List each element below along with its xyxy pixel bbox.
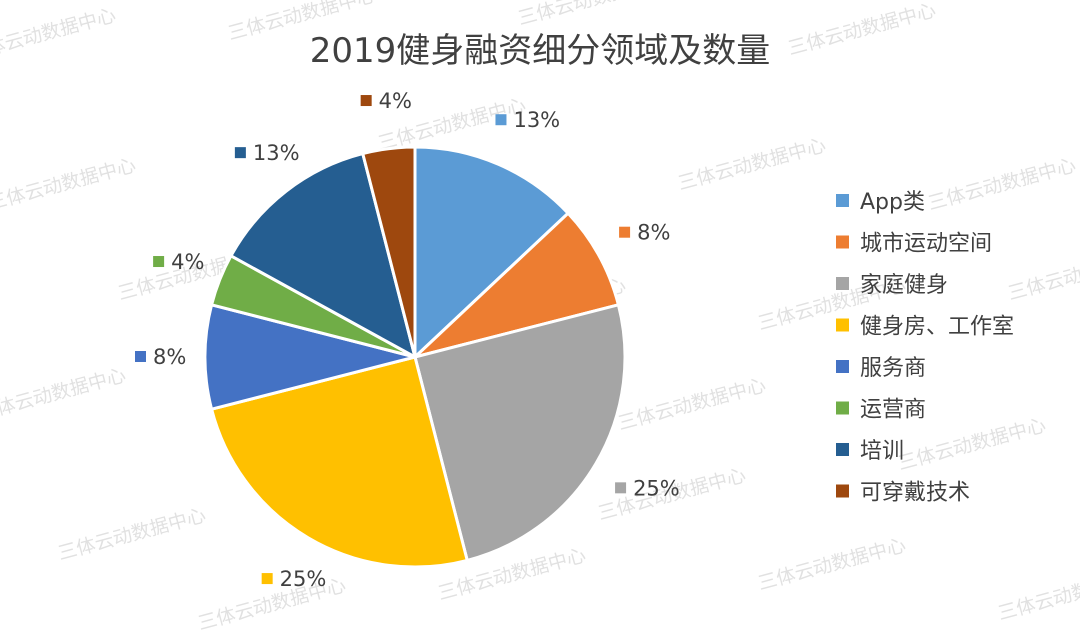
legend-swatch: [836, 401, 849, 415]
watermark-text: 三体云动数据中心: [756, 534, 909, 595]
chart-title: 2019健身融资细分领域及数量: [310, 31, 771, 71]
pie-label-text: 8%: [153, 345, 186, 369]
legend-item: 健身房、工作室: [836, 315, 1014, 340]
watermark-text: 三体云动数据中心: [996, 564, 1080, 625]
legend-swatch: [836, 194, 849, 207]
pie-label-text: 4%: [171, 250, 204, 274]
pie-label-text: 13%: [513, 108, 560, 132]
legend-item: 城市运动空间: [836, 232, 992, 257]
label-swatch: [615, 482, 627, 494]
pie-slice: [413, 145, 571, 361]
pie-data-labels: 13% 8% 25% 25% 8% 4% 13% 4%: [135, 89, 680, 591]
pie-slice: [203, 302, 416, 412]
pie-label-text: 25%: [633, 476, 680, 500]
watermark-text: 三体云动数据中心: [616, 374, 769, 435]
pie-label-text: 4%: [379, 89, 412, 113]
pie-slice: [413, 211, 621, 359]
pie-label-text: 13%: [253, 141, 300, 165]
legend-item: App类: [836, 190, 925, 215]
watermark-text: 三体云动数据中心: [516, 0, 669, 30]
legend-item: 可穿戴技术: [836, 481, 970, 506]
label-swatch: [153, 256, 165, 268]
legend-swatch: [836, 235, 849, 249]
pie-data-label: 13%: [495, 108, 560, 132]
pie-label-text: 25%: [280, 567, 327, 591]
pie-data-label: 13%: [234, 141, 300, 165]
pie-slice: [228, 151, 418, 360]
legend-item: 家庭健身: [836, 273, 948, 298]
legend-label: 可穿戴技术: [860, 481, 970, 506]
legend-item: 运营商: [836, 398, 926, 423]
label-swatch: [234, 147, 246, 159]
legend-swatch: [836, 360, 849, 373]
pie-slices: [203, 145, 627, 569]
watermark-text: 三体云动数据中心: [676, 134, 829, 195]
legend-label: App类: [860, 190, 925, 215]
label-swatch: [619, 226, 631, 238]
label-swatch: [360, 95, 372, 107]
legend-item: 培训: [836, 439, 904, 464]
legend-swatch: [836, 318, 849, 332]
pie-slice: [360, 145, 417, 358]
legend-swatch: [836, 484, 849, 498]
pie-data-label: 8%: [619, 221, 670, 245]
watermark-text: 三体云动数据中心: [0, 364, 128, 425]
watermark-text: 三体云动数据中心: [786, 0, 939, 60]
watermark-text: 三体云动数据中心: [896, 414, 1049, 475]
pie-data-label: 8%: [135, 345, 186, 369]
watermark-text: 三体云动数据中心: [926, 154, 1079, 215]
label-swatch: [261, 573, 273, 585]
legend-label: 城市运动空间: [860, 232, 992, 257]
legend-swatch: [836, 277, 849, 290]
pie-slice: [413, 302, 627, 563]
pie-data-label: 4%: [360, 89, 412, 113]
watermark-text: 三体云动数据中心: [0, 4, 118, 65]
legend-label: 运营商: [860, 398, 926, 423]
label-swatch: [135, 351, 146, 362]
pie-label-text: 8%: [637, 221, 670, 245]
legend-item: 服务商: [836, 356, 926, 381]
legend-label: 健身房、工作室: [860, 315, 1014, 340]
legend-swatch: [836, 443, 849, 456]
pie-slice: [209, 355, 470, 569]
pie-data-label: 25%: [615, 476, 680, 500]
watermark-text: 三体云动数据中心: [56, 504, 209, 565]
legend-label: 服务商: [860, 356, 926, 381]
pie-data-label: 4%: [153, 250, 204, 274]
legend-label: 家庭健身: [860, 273, 948, 298]
legend-label: 培训: [860, 439, 904, 464]
watermark-text: 三体云动数据中心: [1006, 244, 1080, 305]
label-swatch: [495, 114, 507, 126]
watermark-text: 三体云动数据中心: [0, 154, 138, 215]
pie-data-label: 25%: [261, 567, 327, 591]
